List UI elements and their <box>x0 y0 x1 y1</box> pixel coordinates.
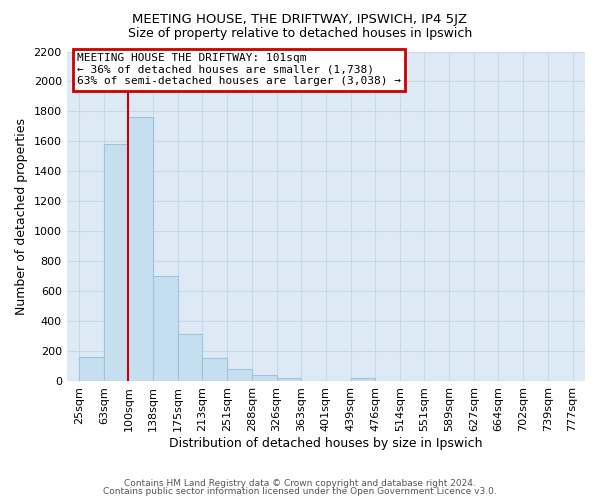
Bar <box>104 144 128 382</box>
Bar <box>251 374 277 382</box>
Bar <box>128 118 153 382</box>
Bar <box>202 358 227 382</box>
Text: Contains HM Land Registry data © Crown copyright and database right 2024.: Contains HM Land Registry data © Crown c… <box>124 478 476 488</box>
Bar <box>351 378 375 382</box>
Text: Size of property relative to detached houses in Ipswich: Size of property relative to detached ho… <box>128 28 472 40</box>
Bar <box>227 368 251 382</box>
Bar <box>178 334 202 382</box>
Text: MEETING HOUSE, THE DRIFTWAY, IPSWICH, IP4 5JZ: MEETING HOUSE, THE DRIFTWAY, IPSWICH, IP… <box>133 12 467 26</box>
X-axis label: Distribution of detached houses by size in Ipswich: Distribution of detached houses by size … <box>169 437 482 450</box>
Bar <box>153 276 178 382</box>
Y-axis label: Number of detached properties: Number of detached properties <box>15 118 28 315</box>
Bar <box>277 378 301 382</box>
Text: MEETING HOUSE THE DRIFTWAY: 101sqm
← 36% of detached houses are smaller (1,738)
: MEETING HOUSE THE DRIFTWAY: 101sqm ← 36%… <box>77 53 401 86</box>
Bar <box>79 358 104 382</box>
Text: Contains public sector information licensed under the Open Government Licence v3: Contains public sector information licen… <box>103 488 497 496</box>
